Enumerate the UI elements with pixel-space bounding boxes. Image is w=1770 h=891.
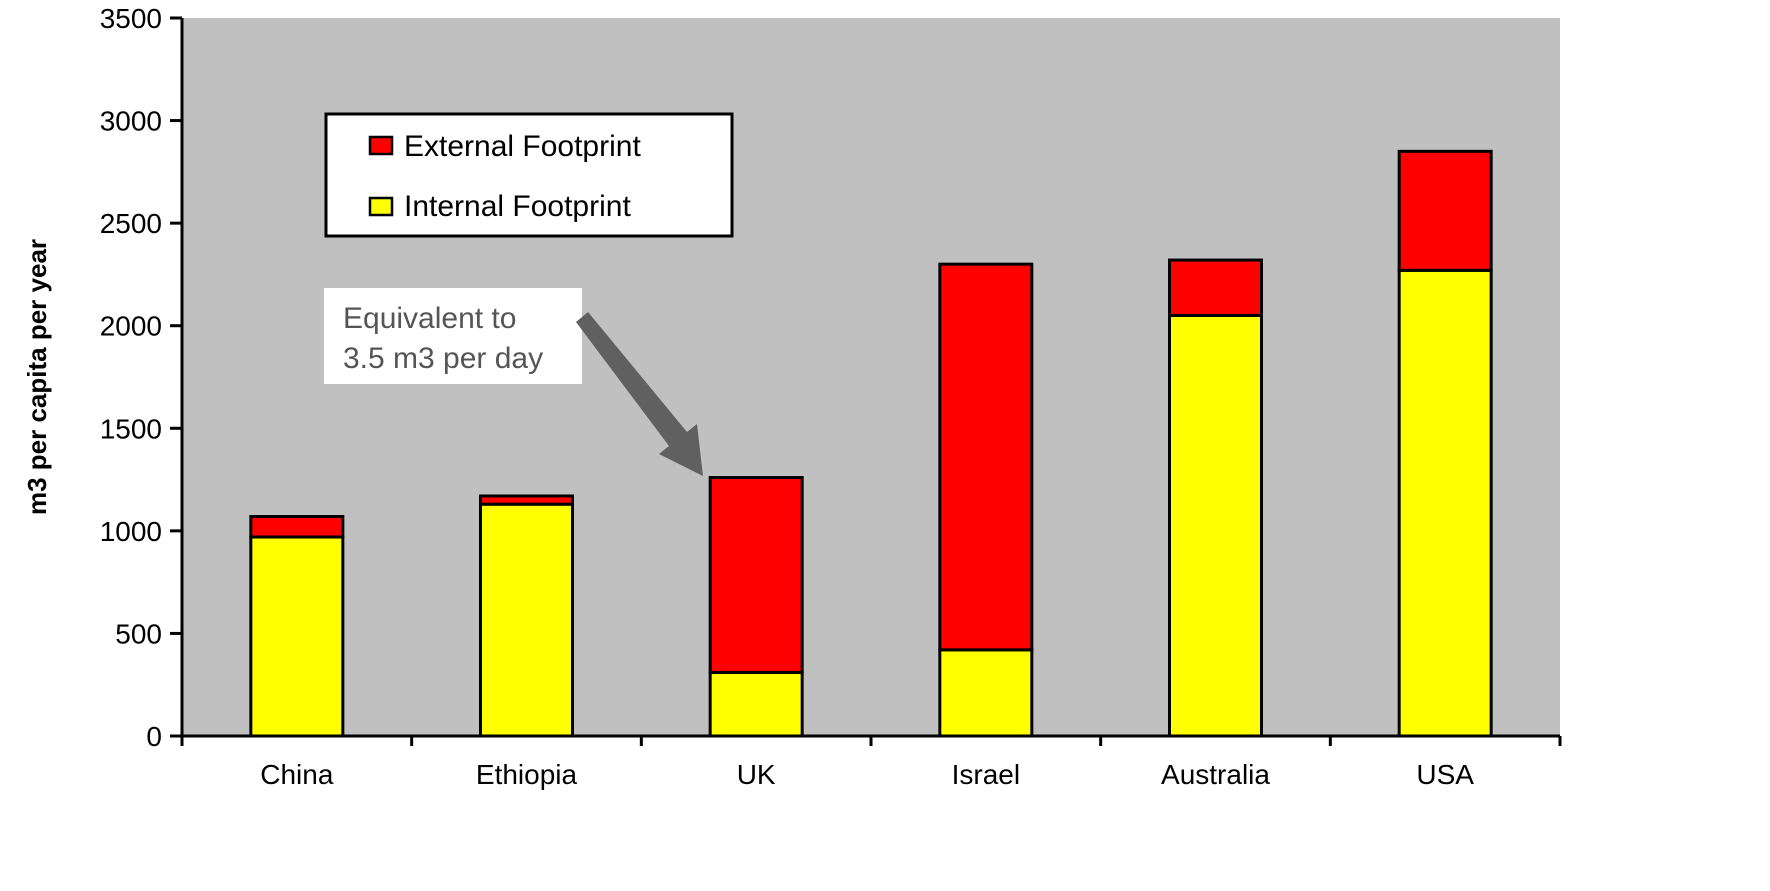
- annotation-line-1: Equivalent to: [343, 302, 516, 335]
- bar-internal-israel: [938, 648, 1034, 738]
- bar-internal-uk: [708, 670, 804, 738]
- y-tick-label: 3000: [100, 106, 162, 137]
- bar-external-australia: [1168, 258, 1263, 317]
- y-tick-label: 0: [146, 721, 162, 752]
- bar-external-uk: [708, 476, 804, 674]
- y-tick-label: 2500: [100, 208, 162, 239]
- legend-label-external: External Footprint: [404, 130, 641, 163]
- bar-external-israel: [938, 262, 1034, 652]
- y-axis-ticks: [170, 16, 182, 738]
- x-axis-ticks: [180, 736, 1562, 746]
- x-tick-label: Israel: [952, 759, 1020, 790]
- x-tick-label: Australia: [1161, 759, 1270, 790]
- y-tick-label: 3500: [100, 3, 162, 34]
- x-tick-label: China: [260, 759, 334, 790]
- y-tick-label: 2000: [100, 311, 162, 342]
- annotation-box: [324, 288, 582, 384]
- legend: External Footprint Internal Footprint: [324, 112, 734, 238]
- legend-swatch-external: [368, 135, 394, 156]
- y-tick-label: 1500: [100, 413, 162, 444]
- y-axis-title: m3 per capita per year: [22, 239, 52, 515]
- bar-external-ethiopia: [479, 494, 574, 506]
- bar-external-usa: [1397, 149, 1493, 272]
- bar-external-china: [249, 514, 345, 539]
- y-axis-labels: 0 500 1000 1500 2000 2500 3000 3500: [100, 3, 162, 752]
- x-tick-label: Ethiopia: [476, 759, 578, 790]
- bar-internal-australia: [1168, 313, 1263, 738]
- x-tick-label: UK: [737, 759, 776, 790]
- bar-internal-china: [249, 535, 345, 738]
- legend-label-internal: Internal Footprint: [404, 190, 631, 223]
- bar-internal-ethiopia: [479, 502, 574, 738]
- x-axis-labels: China Ethiopia UK Israel Australia USA: [260, 759, 1474, 790]
- y-tick-label: 500: [115, 618, 162, 649]
- bars: [249, 149, 1493, 738]
- bar-internal-usa: [1397, 268, 1493, 738]
- annotation-arrow: [576, 312, 703, 476]
- x-tick-label: USA: [1416, 759, 1474, 790]
- annotation: Equivalent to 3.5 m3 per day: [324, 288, 703, 476]
- legend-swatch-internal: [368, 196, 394, 217]
- y-tick-label: 1000: [100, 516, 162, 547]
- annotation-line-2: 3.5 m3 per day: [343, 342, 543, 375]
- legend-box: [324, 112, 734, 238]
